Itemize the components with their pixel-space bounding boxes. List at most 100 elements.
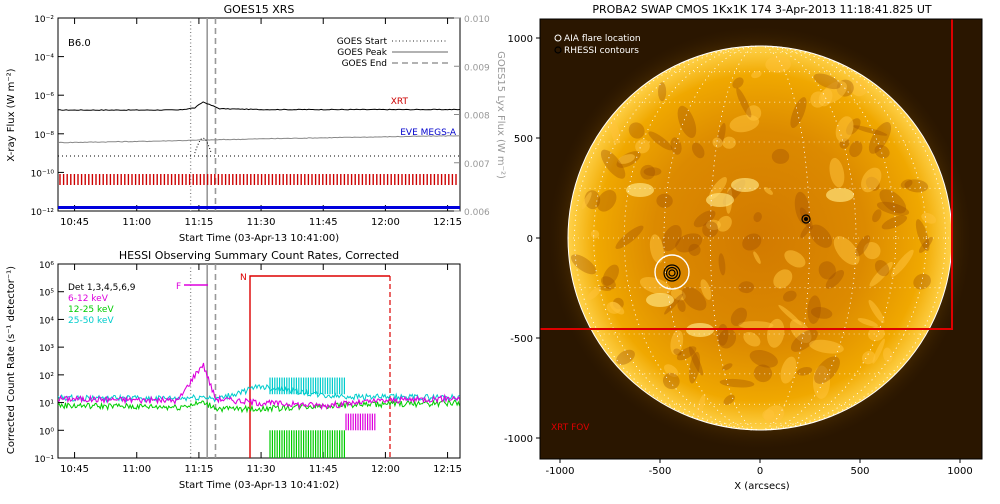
swap-x-tick-label: -1000 [545,466,574,477]
hessi-frame [57,263,461,459]
sun-texture-patch [852,125,888,136]
sun-texture-patch [695,394,706,420]
swap-y-ticks: 1000 500 0 -500 -1000 [504,34,540,445]
sun-texture-patch [681,286,707,311]
sun-texture-patch [610,120,620,144]
sun-texture-patch [675,233,703,253]
sun-texture-patch [771,148,790,164]
sun-texture-patch [712,137,723,148]
hessi-y-tick-label: 10² [39,372,54,382]
sun-texture-patch [784,250,806,268]
sun-texture-patch [718,328,737,349]
sun-texture-patch [807,295,821,324]
grid-longitude-line [709,45,811,431]
sun-active-region [626,183,654,197]
sun-texture-patch [615,225,644,249]
sun-texture-patch [616,349,635,365]
hessi-series-25-50kev [58,383,460,404]
sun-texture-patch [656,193,673,208]
sun-texture-patch [833,236,860,266]
swap-y-tick-label: 500 [514,134,533,145]
goes-series-lyx [58,135,460,144]
sun-texture-patch [918,236,933,253]
sun-texture-patch [872,209,882,223]
eve-observation-band [58,206,460,209]
goes-y-tick-label: 10⁻¹⁰ [31,169,55,179]
hessi-series-12-25kev [58,398,460,414]
sun-texture-patch [814,356,840,384]
sun-texture-patch [904,179,929,193]
grid-longitude-line [663,45,857,431]
sun-active-region [646,293,674,307]
sun-texture-patch [900,179,913,189]
sun-texture-patch [719,378,755,388]
goes-ylabel-right: GOES15 Lyx Flux (W m⁻²) [495,51,506,179]
goes-legend-start: GOES Start [337,37,388,47]
sun-texture-patch [736,87,752,118]
sun-texture-patch [688,346,704,376]
sun-texture-patch [743,332,761,347]
hessi-y-tick-label: 10⁵ [39,289,54,299]
sun-texture-patch [818,261,836,280]
sun-texture-patch [862,350,876,365]
hessi-data-gap-blocks [269,377,376,458]
sun-texture-patch [790,97,807,129]
sun-texture-patch [874,260,890,277]
sun-texture-patch [688,243,701,256]
sun-texture-patch [688,351,701,384]
goes-y-tick-label: 10⁻⁸ [34,131,54,141]
swap-panel: PROBA2 SWAP CMOS 1Kx1K 174 3-Apr-2013 11… [504,3,983,492]
sun-active-region [826,188,854,202]
sun-texture-patch [796,367,813,376]
sun-texture-patch [640,164,656,180]
sun-texture-patch [729,114,760,133]
swap-title: PROBA2 SWAP CMOS 1Kx1K 174 3-Apr-2013 11… [592,3,932,16]
swap-legend-rhessi: RHESSI contours [564,46,639,56]
hessi-y-tick-label: 10⁻¹ [34,455,54,465]
hessi-y-tick-label: 10⁰ [39,427,54,437]
sun-texture-patch [809,339,844,354]
sun-texture-patch [648,131,673,151]
hessi-legend-25-50: 25-50 keV [68,316,114,326]
sun-texture-patch [730,307,748,326]
sun-texture-patch [825,270,845,289]
sun-texture-patch [861,167,882,193]
hessi-flag-n: N [240,273,247,283]
rhessi-contours-source2 [801,214,811,224]
sun-texture-patch [606,301,621,314]
sun-texture-patch [673,348,682,356]
sun-texture-patch [765,55,791,73]
sun-texture-patch [662,224,682,252]
sun-texture-patch [780,356,797,384]
goes-y-tick-right-label: 0.006 [464,208,490,218]
sun-texture-patch [876,201,910,216]
sun-texture-patch [829,157,845,188]
sun-texture-patch [570,254,597,275]
goes-y-tick-right-label: 0.007 [464,160,490,170]
sun-texture-patch [723,394,735,405]
hessi-ylabel: Corrected Count Rate (s⁻¹ detector⁻¹) [6,266,17,454]
sun-texture-patch [753,364,773,383]
sun-texture-patch [869,261,893,287]
goes-panel: GOES15 XRS B6.0 10:45 11:00 11:15 11:30 11:4… [6,3,506,244]
hessi-night-interval [249,275,390,458]
sun-texture-patch [643,167,662,177]
sun-texture-patch [913,273,931,290]
eve-label: EVE MEGS-A [400,128,457,138]
sun-texture-patch [835,116,854,143]
sun-texture-patch [749,349,778,368]
sun-texture-patch [850,79,868,97]
sun-texture-patch [670,288,686,301]
hessi-y-ticks: 10⁶ 10⁵ 10⁴ 10³ 10² 10¹ 10⁰ 10⁻¹ [34,261,64,465]
goes-legend: GOES Start GOES Peak GOES End [337,37,448,69]
sun-texture-patch [738,281,755,294]
goes-y-tick-label: 10⁻⁶ [34,92,54,102]
sun-texture-patch [891,249,914,277]
sun-texture-patch [809,224,832,248]
hessi-title: HESSI Observing Summary Count Rates, Cor… [119,249,399,262]
sun-texture-patch [868,299,885,324]
sun-texture-patch [753,212,762,223]
goes-class-label: B6.0 [68,38,91,49]
sun-texture-patch [676,346,697,361]
